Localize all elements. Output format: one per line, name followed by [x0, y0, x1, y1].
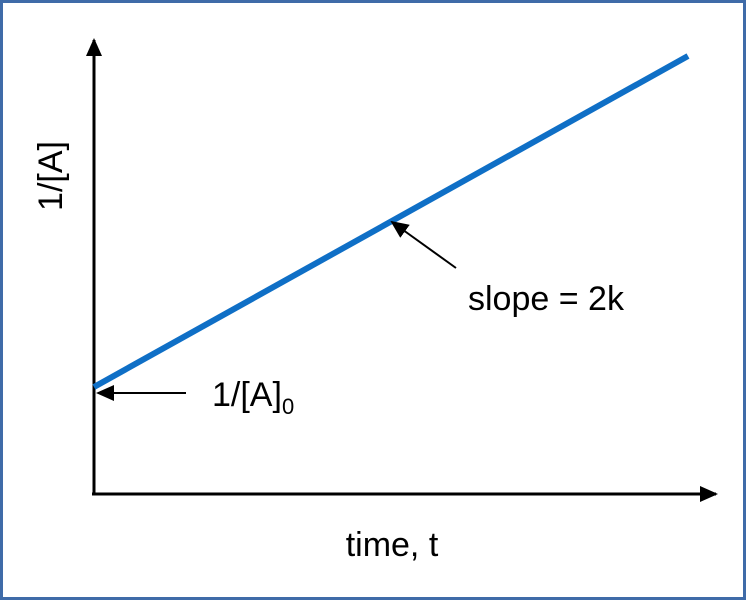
linear-plot-line — [92, 53, 690, 390]
x-axis-label: time, t — [346, 526, 439, 564]
intercept-label: 1/[A]0 — [212, 376, 294, 419]
intercept-label-main: 1/[A] — [212, 376, 282, 414]
y-axis-label: 1/[A] — [32, 141, 70, 211]
slope-label: slope = 2k — [468, 280, 625, 318]
intercept-label-subscript: 0 — [282, 394, 294, 419]
slope-arrow — [390, 220, 457, 269]
